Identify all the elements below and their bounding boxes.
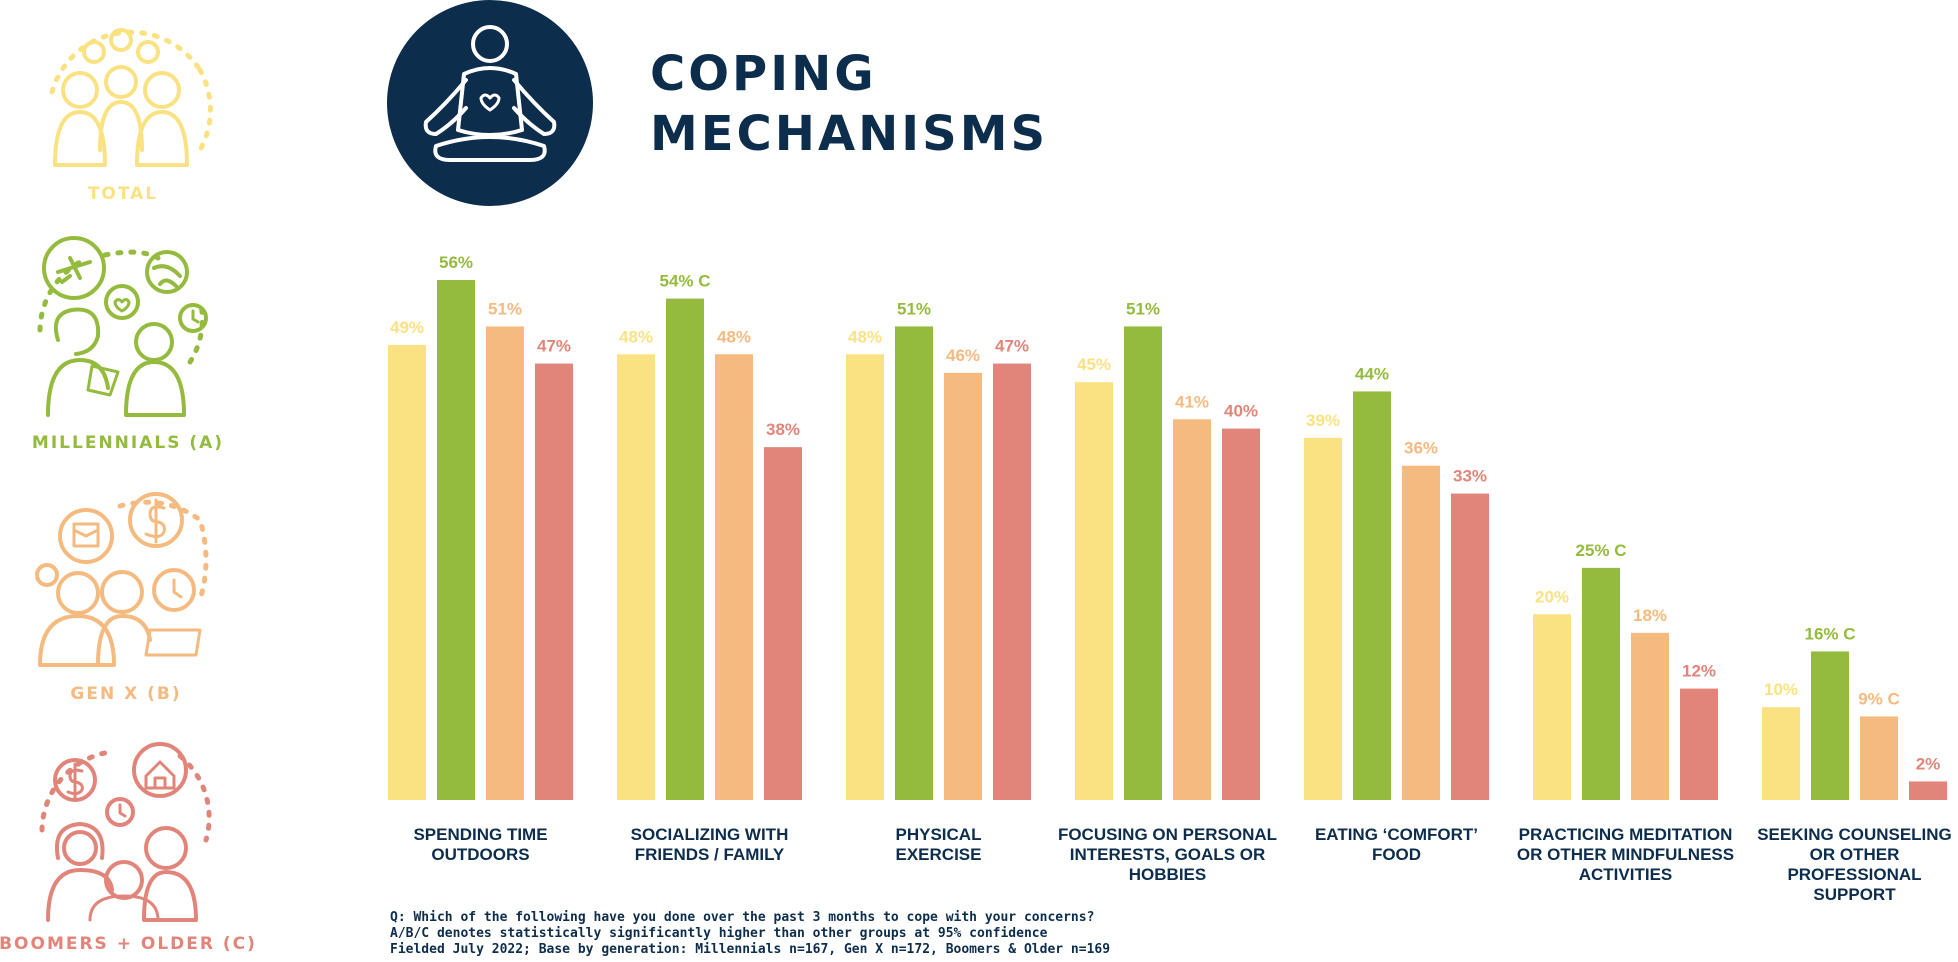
- value-label-total-6: 20%: [1535, 587, 1569, 606]
- bar-millennials-1: [437, 280, 475, 800]
- value-label-boomers-7: 2%: [1916, 754, 1941, 773]
- value-label-boomers-4: 40%: [1224, 402, 1258, 421]
- value-label-total-7: 10%: [1764, 680, 1798, 699]
- family-finance-icon: [35, 492, 209, 667]
- value-label-total-3: 48%: [848, 327, 882, 346]
- value-label-total-2: 48%: [619, 327, 653, 346]
- value-label-boomers-3: 47%: [995, 337, 1029, 356]
- bar-boomers-3: [993, 363, 1031, 800]
- bar-boomers-5: [1451, 493, 1489, 800]
- bar-millennials-3: [895, 326, 933, 800]
- bar-total-1: [388, 345, 426, 800]
- value-label-genx-7: 9% C: [1858, 689, 1900, 708]
- legend-label-millennials: MILLENNIALS (A): [32, 433, 224, 453]
- legend-label-boomers: BOOMERS + OLDER (C): [0, 934, 257, 954]
- bar-genx-5: [1402, 465, 1440, 800]
- value-label-millennials-2: 54% C: [659, 272, 710, 291]
- category-label-seeking-counseling-or-other-professional-support: SEEKING COUNSELING OR OTHER PROFESSIONAL SU…: [1757, 825, 1952, 904]
- bar-millennials-7: [1811, 651, 1849, 800]
- bar-millennials-6: [1582, 567, 1620, 800]
- meditation-heart-icon: [387, 0, 593, 206]
- bar-millennials-4: [1124, 326, 1162, 800]
- category-label-physical-exercise: PHYSICAL EXERCISE: [896, 825, 982, 864]
- question-note: Q: Which of the following have you done …: [390, 910, 1094, 925]
- value-label-boomers-1: 47%: [537, 337, 571, 356]
- bar-boomers-1: [535, 363, 573, 800]
- bar-total-2: [617, 354, 655, 800]
- value-label-boomers-5: 33%: [1453, 467, 1487, 486]
- legend-item-total: TOTAL: [49, 28, 213, 204]
- category-label-focusing-on-personal-interests-goals-or-hobbies: FOCUSING ON PERSONAL INTERESTS, GOALS OR H…: [1058, 825, 1277, 884]
- chart-title-line-1: COPING: [650, 46, 877, 102]
- legend-label-genx: GEN X (B): [70, 684, 181, 704]
- bar-total-5: [1304, 437, 1342, 800]
- bar-boomers-7: [1909, 781, 1947, 800]
- value-label-group: 49% 56% 51% 47% 48% 54% C 48% 38% 48% 51% 46% 47% 45…: [390, 253, 1940, 773]
- category-label-practicing-meditation-or-other-mindfulness-activities: PRACTICING MEDITATION OR OTHER MINDFULNES…: [1517, 825, 1734, 884]
- bar-total-4: [1075, 382, 1113, 800]
- value-label-genx-5: 36%: [1404, 439, 1438, 458]
- value-label-genx-6: 18%: [1633, 606, 1667, 625]
- value-label-millennials-3: 51%: [897, 299, 931, 318]
- bar-genx-3: [944, 372, 982, 800]
- value-label-millennials-1: 56%: [439, 253, 473, 272]
- value-label-total-5: 39%: [1306, 411, 1340, 430]
- significance-note: A/B/C denotes statistically significantl…: [390, 926, 1048, 941]
- bar-genx-7: [1860, 716, 1898, 800]
- legend-item-genx: GEN X (B): [35, 492, 209, 704]
- value-label-millennials-5: 44%: [1355, 364, 1389, 383]
- category-label-group: SPENDING TIME OUTDOORS SOCIALIZING WITH FRI…: [413, 825, 1951, 904]
- value-label-genx-1: 51%: [488, 299, 522, 318]
- bar-total-3: [846, 354, 884, 800]
- chart-title-line-2: MECHANISMS: [650, 106, 1048, 162]
- bar-boomers-6: [1680, 688, 1718, 800]
- value-label-genx-3: 46%: [946, 346, 980, 365]
- category-label-eating-comfort-food: EATING ‘COMFORT’ FOOD: [1315, 825, 1478, 864]
- legend-item-boomers: BOOMERS + OLDER (C): [0, 742, 257, 954]
- value-label-total-1: 49%: [390, 318, 424, 337]
- value-label-millennials-6: 25% C: [1575, 541, 1626, 560]
- category-label-spending-time-outdoors: SPENDING TIME OUTDOORS: [413, 825, 547, 864]
- bar-boomers-2: [764, 447, 802, 800]
- bar-total-6: [1533, 614, 1571, 800]
- legend-label-total: TOTAL: [88, 184, 158, 204]
- value-label-genx-2: 48%: [717, 327, 751, 346]
- bar-genx-2: [715, 354, 753, 800]
- category-label-socializing-with-friends-family: SOCIALIZING WITH FRIENDS / FAMILY: [631, 825, 789, 864]
- travel-social-people-icon: [37, 236, 208, 417]
- bar-genx-1: [486, 326, 524, 800]
- value-label-millennials-4: 51%: [1126, 299, 1160, 318]
- bar-millennials-5: [1353, 391, 1391, 800]
- value-label-total-4: 45%: [1077, 355, 1111, 374]
- bar-boomers-4: [1222, 428, 1260, 800]
- bar-series-group: [388, 280, 1947, 800]
- bar-total-7: [1762, 707, 1800, 800]
- value-label-boomers-2: 38%: [766, 420, 800, 439]
- value-label-millennials-7: 16% C: [1804, 624, 1855, 643]
- bar-genx-6: [1631, 632, 1669, 800]
- home-finance-family-icon: [39, 742, 212, 922]
- bar-millennials-2: [666, 298, 704, 800]
- legend-item-millennials: MILLENNIALS (A): [32, 236, 224, 453]
- base-note: Fielded July 2022; Base by generation: M…: [390, 942, 1110, 957]
- group-of-people-icon: [49, 28, 213, 167]
- value-label-boomers-6: 12%: [1682, 662, 1716, 681]
- value-label-genx-4: 41%: [1175, 392, 1209, 411]
- bar-genx-4: [1173, 419, 1211, 800]
